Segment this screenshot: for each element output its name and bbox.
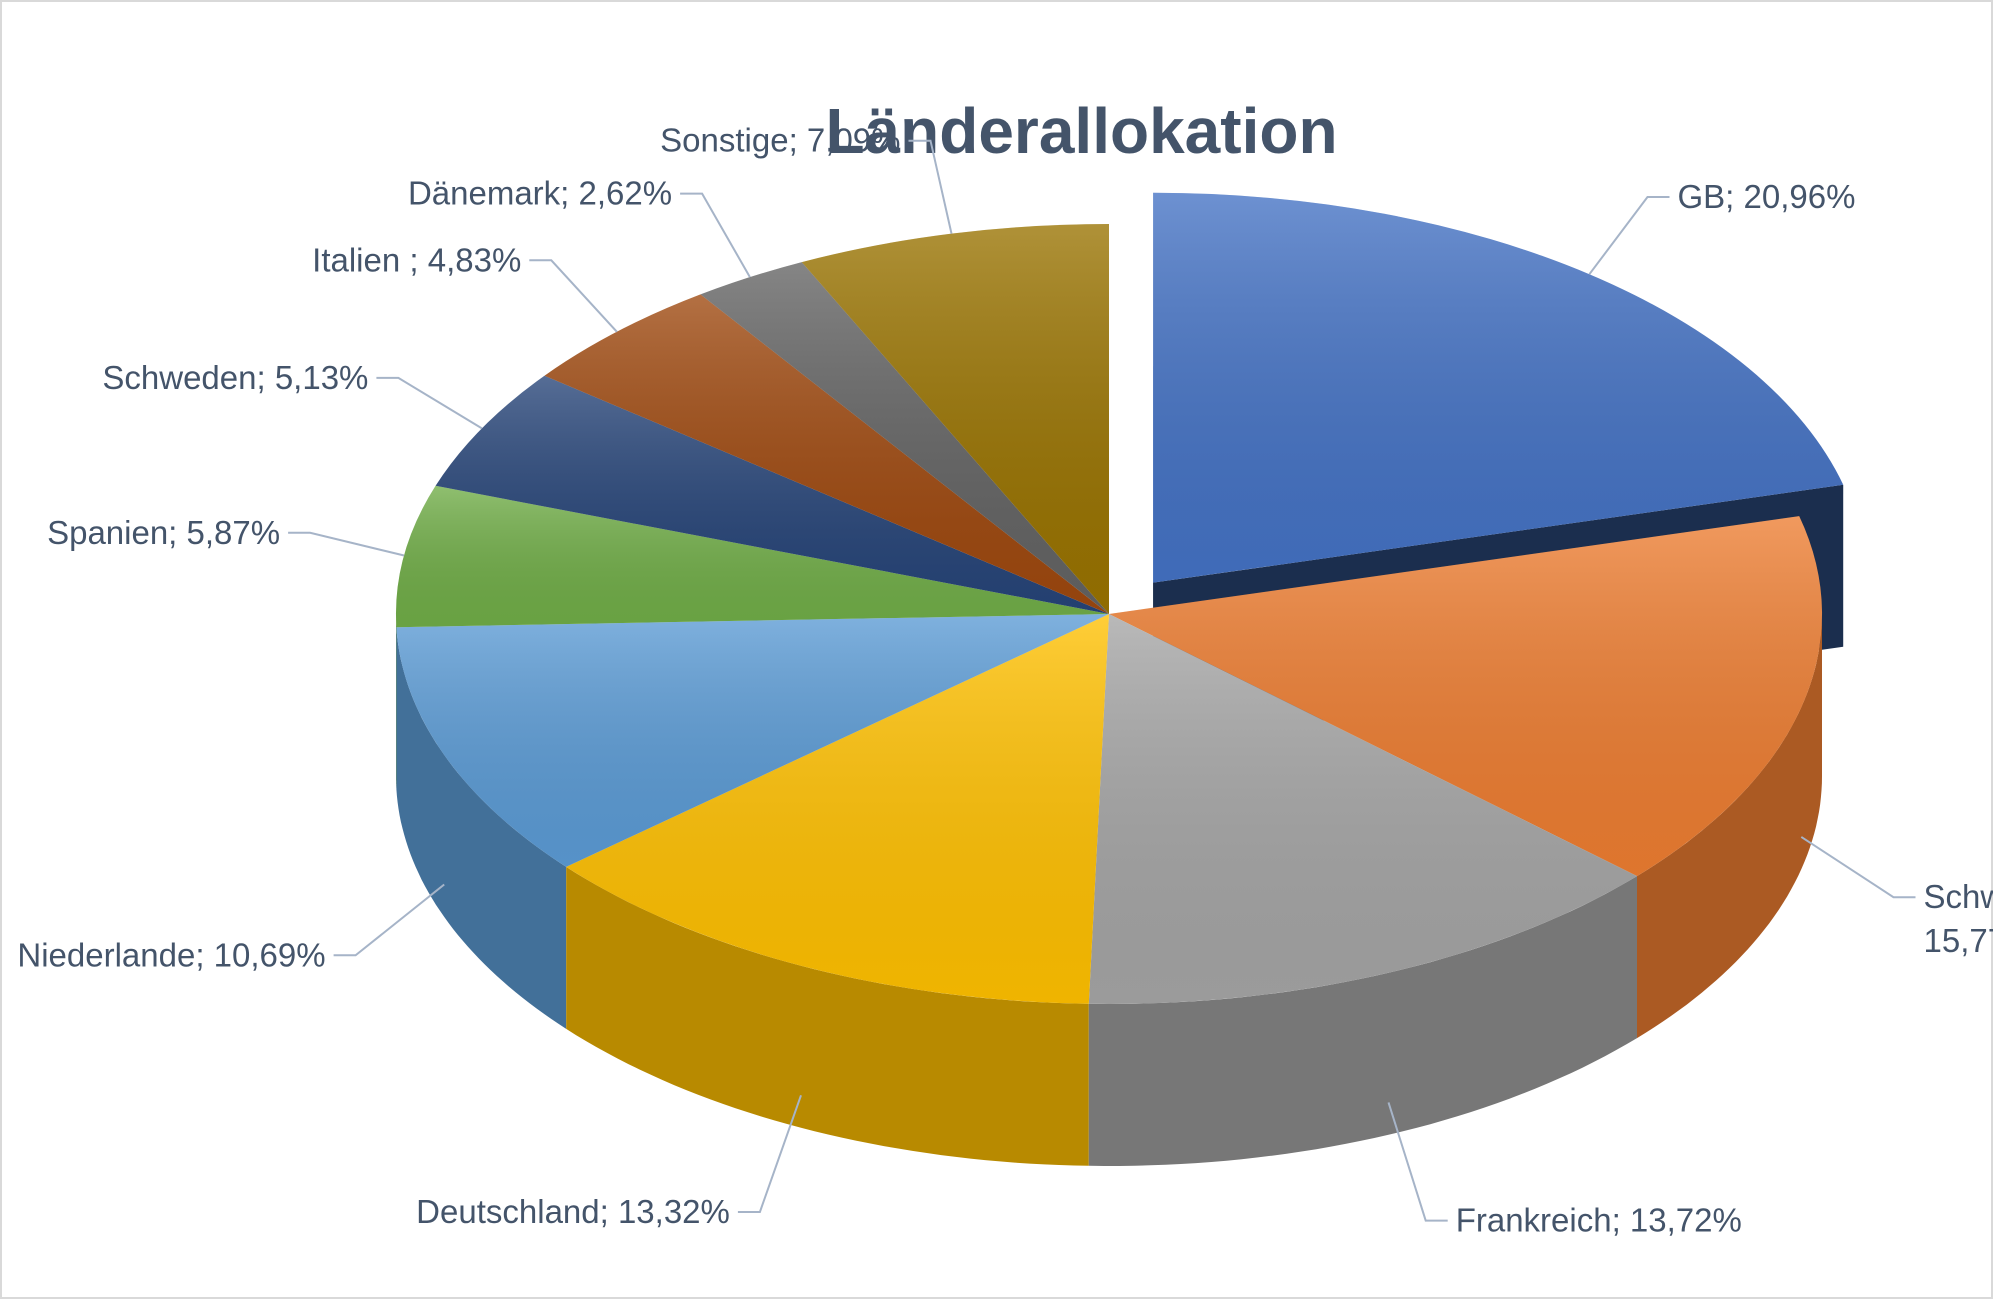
data-label-sonstige: Sonstige; 7,09% [660, 122, 900, 159]
data-label-dänemark: Dänemark; 2,62% [408, 175, 672, 212]
leader-line-sonstige [909, 141, 952, 234]
data-label-spanien: Spanien; 5,87% [47, 514, 280, 551]
leader-line-spanien [288, 533, 404, 556]
data-label-deutschland: Deutschland; 13,32% [416, 1193, 730, 1230]
leader-line-dänemark [680, 194, 750, 278]
pie-tops [396, 193, 1843, 1004]
leader-line-gb [1589, 197, 1669, 274]
data-label-niederlande: Niederlande; 10,69% [17, 936, 325, 973]
leader-line-niederlande [334, 885, 445, 956]
data-label-gb: GB; 20,96% [1678, 178, 1856, 215]
data-label-schweiz-line2: 15,77% [1924, 922, 1993, 959]
leader-line-italien [529, 260, 617, 332]
data-label-schweiz: Schweiz; [1924, 878, 1993, 915]
data-label-schweden: Schweden; 5,13% [102, 359, 368, 396]
leader-line-schweiz [1801, 837, 1915, 897]
data-label-frankreich: Frankreich; 13,72% [1456, 1202, 1742, 1239]
data-label-italien: Italien ; 4,83% [312, 241, 521, 278]
leader-line-schweden [376, 378, 482, 429]
